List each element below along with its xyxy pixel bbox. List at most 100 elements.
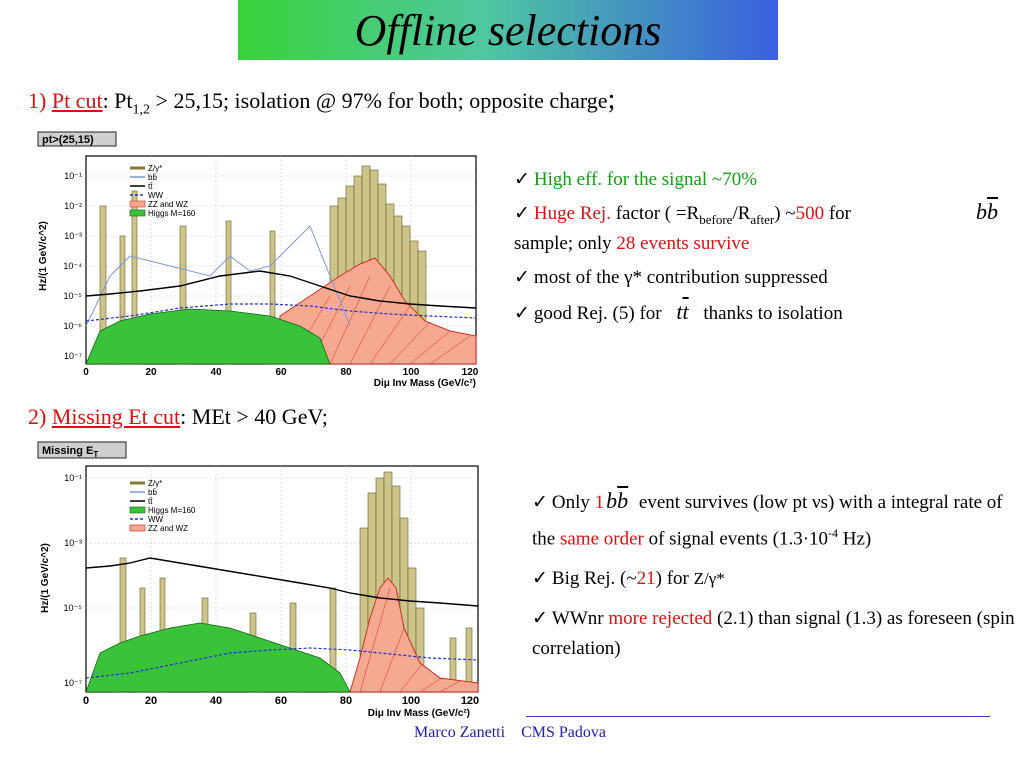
section-1-name: Pt cut [51, 88, 103, 113]
plot2-label-main: Missing E [42, 445, 93, 457]
footer-divider [526, 716, 990, 717]
plot1-ylabel: Hz/(1 GeV/c^2) [38, 221, 49, 291]
plot1-legend-3: WW [148, 191, 164, 200]
plot2-xtick-4: 80 [340, 695, 352, 707]
r-before-sub: before [699, 211, 733, 227]
rejection-value: 21 [636, 568, 656, 590]
plot-missing-et-cut: Missing ET Hz/(1 GeV/c^2) Z/γ* bb̄ [30, 438, 490, 718]
plot1-xtick-4: 80 [340, 367, 352, 378]
section-2-name: Missing Et cut [51, 404, 181, 429]
bbar-symbol: b [987, 199, 998, 224]
plot1-label: pt>(25,15) [42, 134, 94, 146]
plot1-legend-1: bb̄ [148, 173, 157, 182]
plot2-legend: Z/γ* bb̄ tt̄ Higgs M=160 WW ZZ and WZ [129, 479, 196, 533]
plot2-xtick-1: 20 [145, 695, 157, 707]
bullet-1-2-part: sample; only [514, 232, 617, 254]
t-symbol: t [676, 298, 683, 324]
bullet-2-1-part: Hz) [838, 528, 872, 550]
section-2-heading: 2) Missing Et cut: MEt > 40 GeV; [28, 404, 328, 430]
plot-pt-cut: pt>(25,15) Hz/(1 GeV/c^2) [30, 126, 490, 388]
plot1-xtick-6: 120 [462, 367, 479, 378]
section-2-rest: : MEt > 40 GeV; [180, 404, 328, 429]
more-rejected-text: more rejected [608, 608, 713, 630]
footer: Marco Zanetti CMS Padova [360, 724, 660, 742]
bullet-2-1: ✓ Only 1bb event survives (low pt νs) wit… [532, 486, 1017, 554]
plot2-ytick-3: 10⁻⁷ [64, 678, 82, 688]
section-1-number: 1) [28, 88, 47, 113]
section-2-number: 2) [28, 404, 47, 429]
check-icon: ✓ [532, 492, 548, 513]
section-1-end: ; [607, 84, 616, 115]
plot1-xlabel: Diμ Inv Mass (GeV/c²) [374, 378, 476, 388]
bullet-1-2-part: factor ( =R [610, 203, 700, 224]
plot2-legend-5: ZZ and WZ [148, 524, 188, 533]
plot1-ytick-6: 10⁻⁷ [64, 351, 82, 361]
r-after-sub: after [750, 211, 775, 227]
bullets-section-2: ✓ Only 1bb event survives (low pt νs) wit… [532, 486, 1017, 674]
section-1-rest: > 25,15; isolation @ 97% for both; oppos… [150, 88, 608, 113]
plot2-legend-0: Z/γ* [148, 479, 162, 488]
check-icon: ✓ [532, 568, 548, 590]
footer-author: Marco Zanetti [414, 724, 506, 741]
bullet-2-3: ✓ WWnr more rejected (2.1) than signal (1… [532, 604, 1017, 664]
plot2-ytick-1: 10⁻³ [64, 538, 82, 548]
check-icon: ✓ [514, 203, 530, 224]
plot1-ytick-5: 10⁻⁶ [64, 321, 83, 331]
plot2-xtick-0: 0 [83, 695, 89, 707]
bbar-symbol: b [617, 488, 629, 513]
plot2-ylabel: Hz/(1 GeV/c^2) [40, 543, 51, 613]
plot1-xtick-2: 40 [210, 367, 222, 378]
section-1-heading: 1) Pt cut: Pt1,2 > 25,15; isolation @ 97… [28, 84, 615, 118]
bullet-2-2-part: ) for [655, 568, 694, 590]
bullet-2-1-part: event survives (low pt νs) with a integr… [532, 492, 1003, 550]
plot1-ytick-4: 10⁻⁵ [64, 291, 83, 301]
plot2-xtick-2: 40 [210, 695, 222, 707]
plot2-legend-1: bb̄ [148, 488, 157, 497]
bullets-section-1: ✓ High eff. for the signal ~70% ✓ Huge Rej… [514, 168, 1004, 336]
bullet-2-2: ✓ Big Rej. (~21) for Z/γ* [532, 564, 1017, 594]
bullet-2-2-part: Big Rej. (~ [551, 568, 637, 590]
same-order-text: same order [559, 528, 644, 550]
plot2-label-sub: T [93, 450, 98, 459]
plot1-legend-4: ZZ and WZ [148, 200, 188, 209]
plot1-xtick-5: 100 [403, 367, 420, 378]
plot1-ytick-1: 10⁻² [64, 201, 82, 211]
plot2-xtick-3: 60 [275, 695, 287, 707]
bullet-1-4: ✓ good Rej. (5) for tt thanks to isolatio… [514, 299, 1004, 326]
bbbar-symbol: bb [606, 488, 628, 513]
rejection-factor-value: 500 [795, 203, 825, 224]
plot1-xtick-1: 20 [145, 367, 157, 378]
bullet-1-2-part: for [824, 203, 851, 224]
footer-group: CMS Padova [521, 724, 606, 741]
bbbar-symbol: bb [976, 200, 998, 224]
plot2-legend-3: Higgs M=160 [148, 506, 196, 515]
bullet-1-3-text: most of the γ* contribution suppressed [533, 266, 828, 288]
ttbar-symbol: tt [676, 299, 688, 324]
bullet-1-2: ✓ Huge Rej. factor ( =Rbefore/Rafter) ~50… [514, 200, 1004, 256]
events-survive-text: 28 events survive [616, 232, 750, 254]
bullet-1-1: ✓ High eff. for the signal ~70% [514, 168, 1004, 192]
z-gamma-symbol: Z/γ* [693, 569, 725, 589]
check-icon: ✓ [532, 608, 548, 630]
plot2-ytick-0: 10⁻¹ [64, 473, 82, 483]
bullet-2-1-part: Only [551, 492, 595, 513]
bullet-2-1-part: of signal events (1.3·10 [643, 528, 829, 550]
plot1-legend-0: Z/γ* [148, 164, 162, 173]
bullet-1-2-part: /R [732, 203, 751, 224]
surviving-count: 1 [594, 492, 605, 513]
bullet-2-3-part: (2.1) than signal (1.3) as foreseen (spi… [532, 608, 1015, 660]
b-symbol: b [976, 199, 987, 224]
plot2-xlabel: Diμ Inv Mass (GeV/c²) [368, 708, 470, 718]
plot1-legend-2: tt̄ [148, 182, 153, 191]
plot2-xtick-6: 120 [461, 695, 479, 707]
plot1-legend-5: Higgs M=160 [148, 209, 196, 218]
plot1-legend: Z/γ* bb̄ tt̄ WW ZZ and WZ Higgs M=160 [129, 164, 196, 218]
huge-rej-text: Huge Rej. [533, 203, 611, 224]
plot1-ytick-3: 10⁻⁴ [63, 261, 82, 271]
slide-title: Offline selections [354, 5, 662, 55]
check-icon: ✓ [514, 302, 530, 324]
plot2-legend-2: tt̄ [148, 497, 153, 506]
check-icon: ✓ [514, 266, 530, 288]
tbar-symbol: t [682, 298, 689, 324]
plot2-label: Missing ET [42, 445, 98, 459]
